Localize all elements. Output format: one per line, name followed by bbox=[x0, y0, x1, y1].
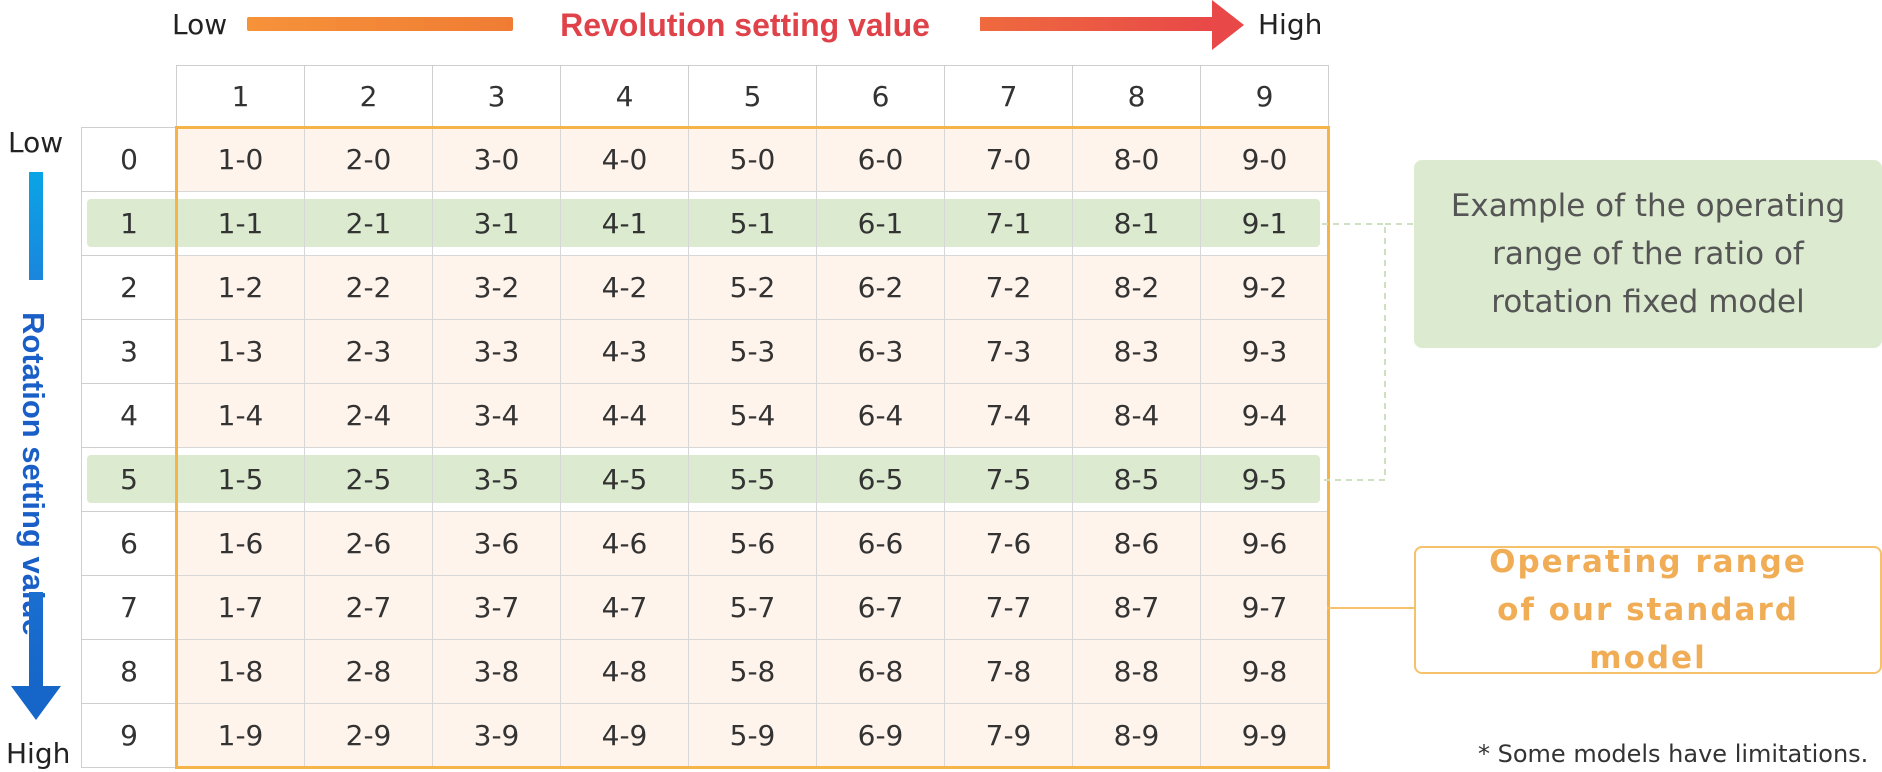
grid-cell: 6-7 bbox=[816, 575, 945, 640]
grid-cell: 3-6 bbox=[432, 511, 561, 576]
row-header: 9 bbox=[81, 703, 177, 768]
grid-cell: 4-8 bbox=[560, 639, 689, 704]
grid-cell: 3-0 bbox=[432, 127, 561, 192]
column-header: 2 bbox=[304, 65, 433, 128]
grid-cell: 5-7 bbox=[688, 575, 817, 640]
grid-cell: 5-9 bbox=[688, 703, 817, 768]
grid-cell: 1-4 bbox=[176, 383, 305, 448]
grid-cell: 5-6 bbox=[688, 511, 817, 576]
grid-cell: 7-3 bbox=[944, 319, 1073, 384]
grid-cell: 5-0 bbox=[688, 127, 817, 192]
grid-cell: 9-7 bbox=[1200, 575, 1329, 640]
fixed-model-connector bbox=[1322, 223, 1386, 481]
rotation-low-label: Low bbox=[8, 126, 64, 159]
grid-cell: 3-3 bbox=[432, 319, 561, 384]
grid-cell: 2-2 bbox=[304, 255, 433, 320]
grid-cell: 5-4 bbox=[688, 383, 817, 448]
grid-cell: 8-3 bbox=[1072, 319, 1201, 384]
grid-cell: 8-7 bbox=[1072, 575, 1201, 640]
grid-cell: 4-7 bbox=[560, 575, 689, 640]
grid-cell: 3-7 bbox=[432, 575, 561, 640]
arrow-right-icon bbox=[1212, 0, 1244, 50]
column-header: 3 bbox=[432, 65, 561, 128]
grid-cell: 2-6 bbox=[304, 511, 433, 576]
grid-cell: 7-2 bbox=[944, 255, 1073, 320]
grid-cell: 1-8 bbox=[176, 639, 305, 704]
grid-cell: 2-4 bbox=[304, 383, 433, 448]
grid-cell: 3-9 bbox=[432, 703, 561, 768]
grid-cell: 7-4 bbox=[944, 383, 1073, 448]
grid-cell: 4-4 bbox=[560, 383, 689, 448]
grid-cell: 5-8 bbox=[688, 639, 817, 704]
grid-cell: 8-2 bbox=[1072, 255, 1201, 320]
grid-cell: 9-0 bbox=[1200, 127, 1329, 192]
fixed-ratio-legend-text: Example of the operating range of the ra… bbox=[1450, 188, 1846, 320]
grid-cell: 8-1 bbox=[1072, 191, 1201, 256]
grid-cell: 5-3 bbox=[688, 319, 817, 384]
grid-cell: 9-2 bbox=[1200, 255, 1329, 320]
fixed-ratio-legend-box: Example of the operating range of the ra… bbox=[1414, 160, 1882, 348]
column-header: 1 bbox=[176, 65, 305, 128]
column-header: 9 bbox=[1200, 65, 1329, 128]
grid-cell: 9-8 bbox=[1200, 639, 1329, 704]
grid-cell: 6-1 bbox=[816, 191, 945, 256]
grid-cell: 9-3 bbox=[1200, 319, 1329, 384]
grid-cell: 4-2 bbox=[560, 255, 689, 320]
grid-cell: 8-6 bbox=[1072, 511, 1201, 576]
grid-cell: 1-9 bbox=[176, 703, 305, 768]
rotation-axis-bar-top bbox=[29, 172, 43, 280]
revolution-axis-bar-left bbox=[247, 17, 513, 31]
grid-cell: 7-8 bbox=[944, 639, 1073, 704]
grid-cell: 1-3 bbox=[176, 319, 305, 384]
column-header: 7 bbox=[944, 65, 1073, 128]
revolution-axis-title: Revolution setting value bbox=[560, 7, 930, 43]
grid-cell: 2-3 bbox=[304, 319, 433, 384]
grid-cell: 2-9 bbox=[304, 703, 433, 768]
standard-model-legend-text: Operating range of our standard model bbox=[1489, 544, 1807, 676]
grid-cell: 1-2 bbox=[176, 255, 305, 320]
grid-cell: 8-8 bbox=[1072, 639, 1201, 704]
grid-cell: 4-6 bbox=[560, 511, 689, 576]
grid-cell: 1-6 bbox=[176, 511, 305, 576]
grid-cell: 7-7 bbox=[944, 575, 1073, 640]
revolution-high-label: High bbox=[1258, 8, 1323, 41]
grid-cell: 6-8 bbox=[816, 639, 945, 704]
grid-cell: 9-6 bbox=[1200, 511, 1329, 576]
grid-cell: 7-9 bbox=[944, 703, 1073, 768]
grid-cell: 6-3 bbox=[816, 319, 945, 384]
row-header: 7 bbox=[81, 575, 177, 640]
column-header: 4 bbox=[560, 65, 689, 128]
arrow-down-icon bbox=[11, 686, 61, 720]
highlight-band-row-1 bbox=[87, 199, 1320, 247]
grid-cell: 3-5 bbox=[432, 447, 561, 512]
row-header: 8 bbox=[81, 639, 177, 704]
column-header: 5 bbox=[688, 65, 817, 128]
grid-cell: 8-4 bbox=[1072, 383, 1201, 448]
grid-cell: 3-8 bbox=[432, 639, 561, 704]
revolution-axis-bar-right bbox=[980, 17, 1213, 31]
row-header: 4 bbox=[81, 383, 177, 448]
revolution-low-label: Low bbox=[172, 8, 228, 41]
grid-cell: 2-7 bbox=[304, 575, 433, 640]
column-header: 6 bbox=[816, 65, 945, 128]
grid-cell: 2-0 bbox=[304, 127, 433, 192]
rotation-high-label: High bbox=[6, 737, 71, 770]
grid-cell: 1-7 bbox=[176, 575, 305, 640]
standard-model-legend-box: Operating range of our standard model bbox=[1414, 544, 1882, 676]
rotation-axis-bar-bottom bbox=[29, 592, 43, 687]
grid-cell: 2-8 bbox=[304, 639, 433, 704]
grid-cell: 1-0 bbox=[176, 127, 305, 192]
row-header: 0 bbox=[81, 127, 177, 192]
column-header: 8 bbox=[1072, 65, 1201, 128]
highlight-band-row-5 bbox=[87, 455, 1320, 503]
limitations-footnote: * Some models have limitations. bbox=[1478, 740, 1869, 768]
grid-cell: 3-4 bbox=[432, 383, 561, 448]
